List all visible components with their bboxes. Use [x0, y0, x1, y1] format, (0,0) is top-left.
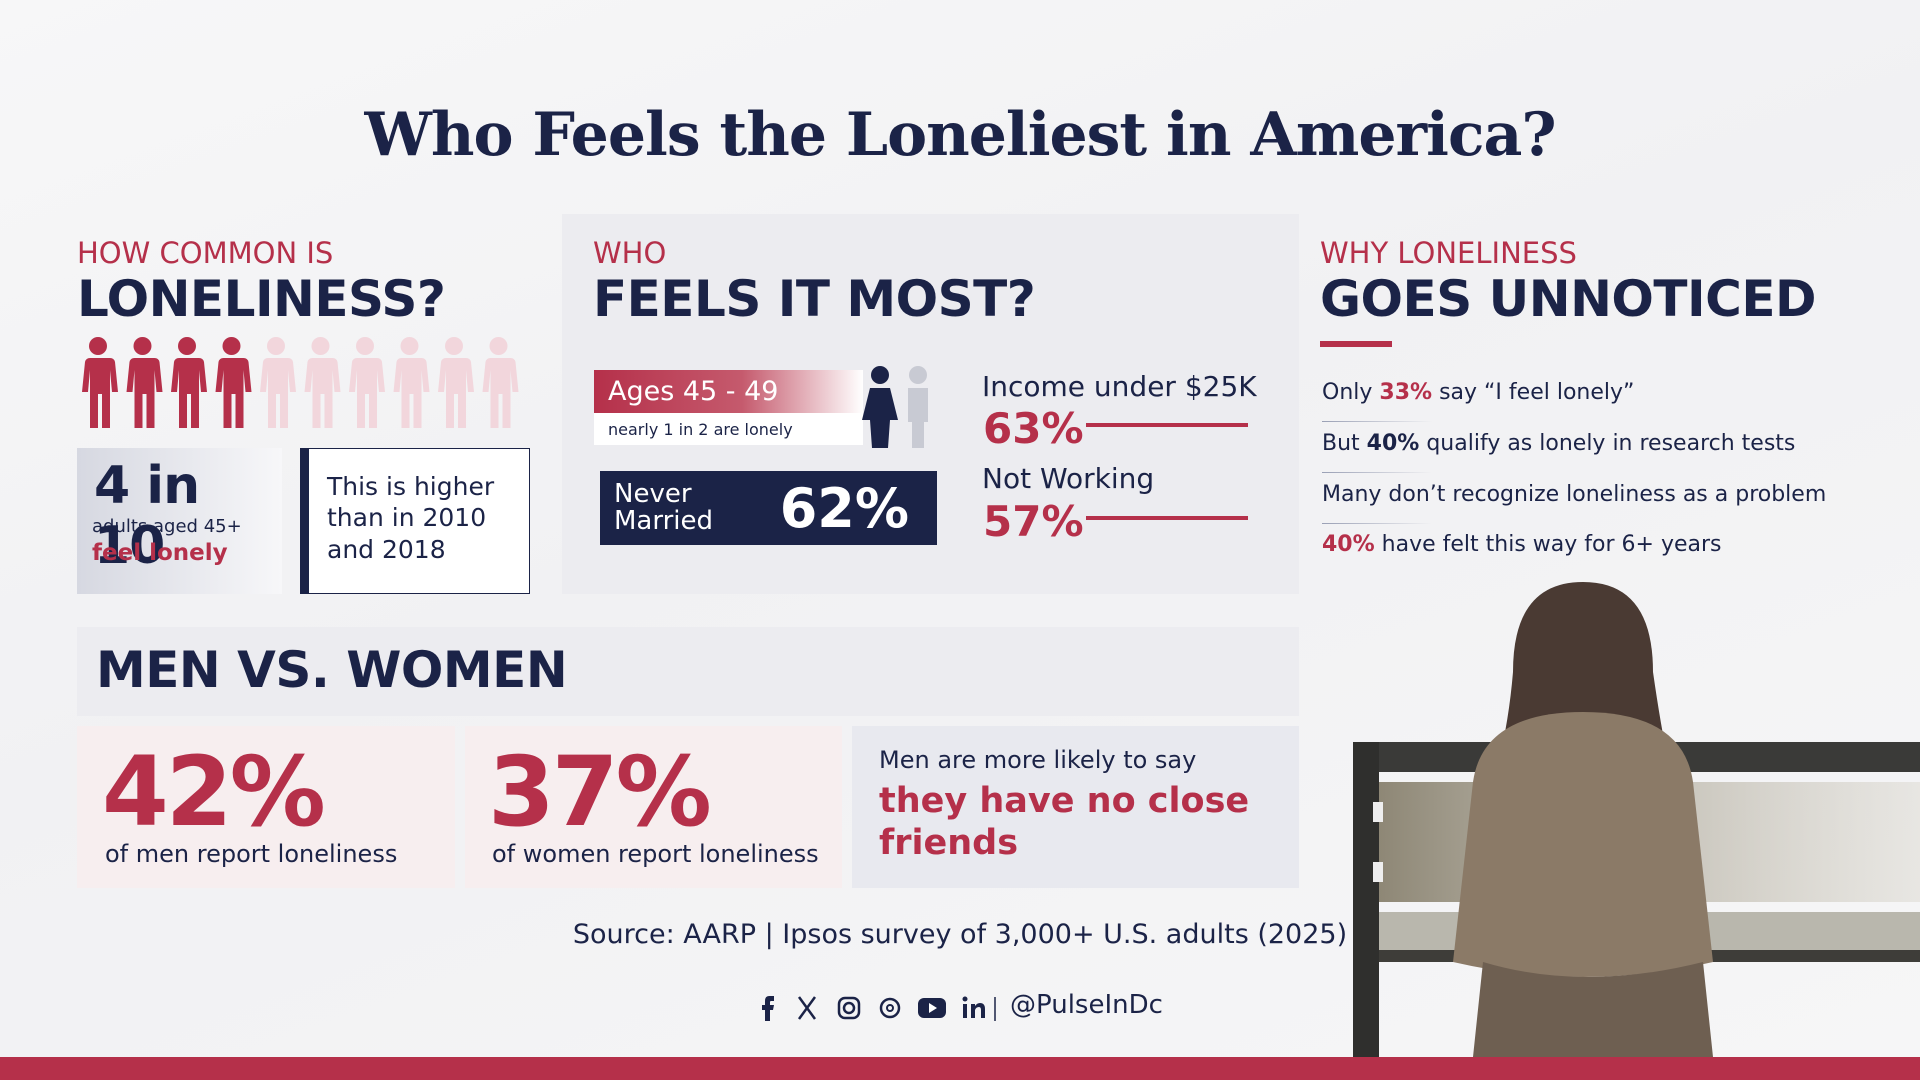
stat-box: 4 in 10 adults aged 45+ feel lonely: [77, 448, 282, 594]
women-label: of women report loneliness: [492, 840, 819, 868]
point: But 40% qualify as lonely in research te…: [1322, 431, 1795, 456]
point: Many don’t recognize loneliness as a pro…: [1322, 482, 1826, 507]
person-empty: [482, 337, 519, 428]
person-pair: [862, 366, 928, 448]
person-filled: [82, 337, 118, 428]
bench-photo: [1353, 582, 1920, 1057]
income-value: 63%: [983, 404, 1084, 453]
ages-sub: nearly 1 in 2 are lonely: [608, 420, 793, 439]
bottom-bar: [0, 1057, 1920, 1080]
point-text: qualify as lonely in research tests: [1426, 431, 1796, 456]
social-icons: [762, 996, 996, 1021]
not-working-label: Not Working: [982, 462, 1155, 495]
point-highlight: 33%: [1379, 380, 1433, 405]
point-text: say “I feel lonely”: [1439, 380, 1635, 405]
note: This is higher than in 2010 and 2018: [327, 472, 495, 564]
mvw-note-highlight: they have no close friends: [879, 781, 1250, 863]
men-box: 42% of men report loneliness: [77, 726, 455, 888]
handle: @PulseInDc: [1010, 990, 1163, 1020]
ages-bar: Ages 45 - 49: [594, 370, 863, 413]
ages-sub-box: nearly 1 in 2 are lonely: [594, 413, 863, 445]
note-box: This is higher than in 2010 and 2018: [300, 448, 530, 594]
person-empty: [438, 337, 474, 428]
person-empty: [260, 337, 296, 428]
mvw-note-lead: Men are more likely to say: [879, 746, 1197, 774]
mvw-header: MEN VS. WOMEN: [77, 627, 1299, 716]
men-value: 42%: [102, 736, 326, 848]
never-married-label: Never Married: [614, 479, 714, 537]
separator: [1322, 421, 1432, 422]
underline: [1320, 341, 1392, 347]
point-text: But: [1322, 431, 1360, 456]
kicker: WHO: [593, 236, 667, 270]
people-icons: [82, 337, 519, 428]
rule: [1086, 516, 1248, 520]
income-label: Income under $25K: [982, 370, 1257, 403]
stat-sub: adults aged 45+: [92, 516, 242, 537]
rule: [1086, 423, 1248, 427]
title: Who Feels the Loneliest in America?: [364, 100, 1556, 170]
point-text: Many don’t recognize loneliness as a pro…: [1322, 482, 1827, 507]
never-married-box: Never Married 62%: [600, 471, 937, 545]
kicker: HOW COMMON IS: [77, 236, 334, 270]
separator: [1322, 523, 1432, 524]
point-highlight: 40%: [1322, 532, 1375, 557]
person-filled: [215, 337, 252, 428]
stat-highlight: feel lonely: [92, 540, 228, 566]
point-highlight: 40%: [1366, 431, 1420, 456]
women-box: 37% of women report loneliness: [465, 726, 842, 888]
person-empty: [349, 337, 385, 428]
kicker: WHY LONELINESS: [1320, 236, 1577, 270]
point-text: Only: [1322, 380, 1373, 405]
person-filled: [171, 337, 207, 428]
person-filled: [126, 337, 163, 428]
separator: [1322, 472, 1432, 473]
point: 40% have felt this way for 6+ years: [1322, 532, 1722, 557]
heading: FEELS IT MOST?: [593, 270, 1036, 328]
person-empty: [393, 337, 430, 428]
mvw-note-box: Men are more likely to say they have no …: [852, 726, 1299, 888]
person-empty: [304, 337, 341, 428]
point-text: have felt this way for 6+ years: [1381, 532, 1722, 557]
heading: MEN VS. WOMEN: [96, 641, 568, 699]
point: Only 33% say “I feel lonely”: [1322, 380, 1634, 405]
men-label: of men report loneliness: [105, 840, 398, 868]
ages-label: Ages 45 - 49: [608, 376, 779, 407]
women-value: 37%: [488, 736, 712, 848]
never-married-value: 62%: [779, 477, 909, 540]
heading: LONELINESS?: [77, 270, 446, 328]
not-working-value: 57%: [983, 497, 1084, 546]
source: Source: AARP | Ipsos survey of 3,000+ U.…: [572, 919, 1348, 950]
stat: 4 in 10: [94, 456, 200, 576]
heading: GOES UNNOTICED: [1320, 270, 1816, 328]
